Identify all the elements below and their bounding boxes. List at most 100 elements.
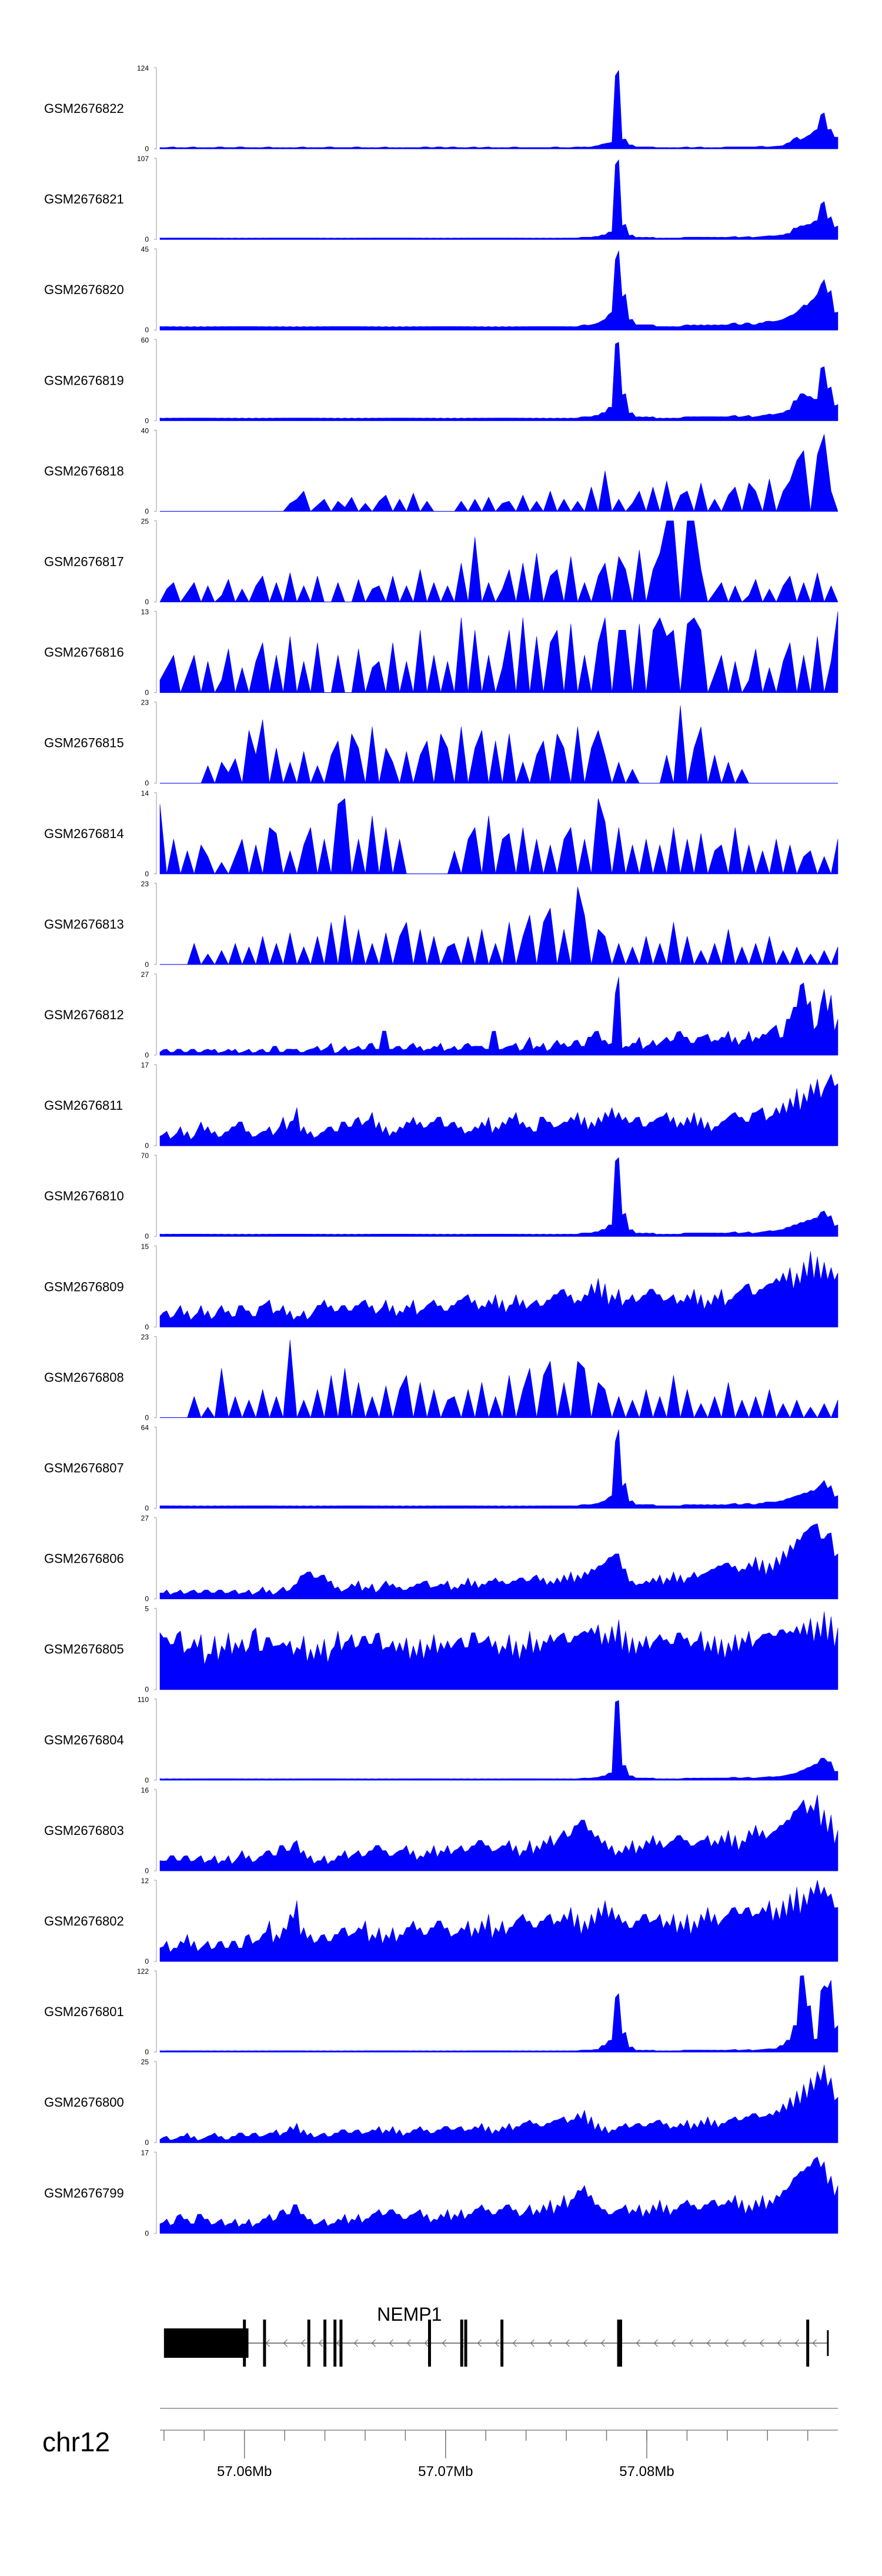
track-ymax-label: 17 [141, 2148, 149, 2157]
track-ymin-label: 0 [145, 145, 149, 153]
strand-arrow [671, 2339, 676, 2347]
strand-arrow [759, 2339, 764, 2347]
track-ymax-label: 45 [141, 245, 149, 253]
track-ymin-label: 0 [145, 960, 149, 969]
strand-arrow [794, 2339, 799, 2347]
genome-axis-track: chr12 57.06Mb 57.07Mb 57.08Mb [42, 2408, 838, 2480]
gene-name-label: NEMP1 [377, 2304, 442, 2325]
track-GSM2676818: GSM2676818 40 0 [44, 426, 838, 515]
strand-arrow [689, 2339, 693, 2347]
track-ymin-label: 0 [145, 2138, 149, 2147]
track-GSM2676810: GSM2676810 70 0 [44, 1152, 838, 1240]
track-ymax-label: 25 [141, 518, 149, 526]
gene-exon [500, 2320, 504, 2367]
track-GSM2676821: GSM2676821 107 0 [44, 155, 838, 243]
gene-exon [619, 2320, 622, 2367]
strand-arrow [495, 2339, 499, 2347]
coverage-area [159, 159, 838, 240]
coverage-area [159, 1794, 838, 1871]
strand-arrow [336, 2339, 340, 2347]
track-ymin-label: 0 [145, 1413, 149, 1422]
axis-tick-label: 57.07Mb [418, 2464, 473, 2480]
track-label: GSM2676813 [44, 917, 124, 932]
track-GSM2676814: GSM2676814 14 0 [44, 789, 838, 878]
track-label: GSM2676820 [44, 282, 124, 297]
coverage-area [159, 1880, 838, 1962]
track-ymin-label: 0 [145, 1323, 149, 1331]
gene-exon [617, 2320, 620, 2367]
track-ymax-label: 13 [141, 608, 149, 616]
track-GSM2676813: GSM2676813 23 0 [44, 880, 838, 969]
track-GSM2676801: GSM2676801 122 0 [44, 1967, 838, 2056]
strand-arrow [283, 2339, 288, 2347]
strand-arrow [442, 2339, 446, 2347]
track-ymin-label: 0 [145, 1867, 149, 1875]
chromosome-label: chr12 [42, 2427, 110, 2457]
track-ymin-label: 0 [145, 2229, 149, 2237]
strand-arrow [353, 2339, 358, 2347]
coverage-area [159, 520, 838, 602]
strand-arrow [424, 2339, 429, 2347]
track-ymax-label: 12 [141, 1877, 149, 1885]
track-label: GSM2676819 [44, 373, 124, 388]
track-ymax-label: 5 [145, 1605, 149, 1613]
coverage-area [159, 1340, 838, 1418]
strand-arrow [583, 2339, 587, 2347]
strand-arrow [477, 2339, 482, 2347]
track-GSM2676819: GSM2676819 60 0 [44, 336, 838, 425]
track-ymin-label: 0 [145, 1957, 149, 1966]
coverage-area [159, 976, 838, 1056]
track-ymax-label: 60 [141, 336, 149, 344]
gene-exon [339, 2320, 343, 2367]
track-ymin-label: 0 [145, 235, 149, 243]
track-label: GSM2676807 [44, 1461, 124, 1476]
coverage-area [159, 1700, 838, 1781]
track-ymax-label: 70 [141, 1152, 149, 1160]
track-label: GSM2676814 [44, 826, 124, 841]
coverage-area [159, 1523, 838, 1599]
strand-arrow [512, 2339, 517, 2347]
coverage-area [159, 1429, 838, 1509]
gene-exon [464, 2320, 467, 2367]
track-ymax-label: 27 [141, 1514, 149, 1523]
track-GSM2676804: GSM2676804 110 0 [44, 1696, 838, 1784]
track-GSM2676799: GSM2676799 17 0 [44, 2148, 838, 2237]
gene-utr-block [163, 2328, 249, 2358]
track-label: GSM2676812 [44, 1007, 124, 1022]
axis-tick-label: 57.06Mb [217, 2464, 272, 2480]
track-label: GSM2676818 [44, 463, 124, 478]
track-GSM2676806: GSM2676806 27 0 [44, 1514, 838, 1603]
track-label: GSM2676806 [44, 1551, 124, 1566]
strand-arrow [300, 2339, 305, 2347]
strand-arrow [530, 2339, 534, 2347]
coverage-area [159, 2157, 838, 2234]
track-ymin-label: 0 [145, 507, 149, 515]
track-ymin-label: 0 [145, 1595, 149, 1603]
track-ymax-label: 27 [141, 970, 149, 979]
track-GSM2676822: GSM2676822 124 0 [44, 64, 838, 153]
track-label: GSM2676803 [44, 1823, 124, 1838]
track-GSM2676812: GSM2676812 27 0 [44, 970, 838, 1059]
track-ymax-label: 23 [141, 1333, 149, 1341]
coverage-area [159, 1975, 838, 2053]
gene-annotation-track: NEMP1 [163, 2304, 829, 2367]
strand-arrow [406, 2339, 411, 2347]
coverage-area [159, 705, 838, 783]
track-ymin-label: 0 [145, 1776, 149, 1784]
coverage-area [159, 2064, 838, 2143]
track-ymax-label: 107 [137, 155, 149, 163]
track-ymax-label: 122 [137, 1967, 149, 1976]
axis-tick-label: 57.08Mb [619, 2464, 674, 2480]
track-label: GSM2676817 [44, 555, 124, 569]
strand-arrow [565, 2339, 570, 2347]
strand-arrow [389, 2339, 393, 2347]
track-label: GSM2676799 [44, 2185, 124, 2200]
track-ymin-label: 0 [145, 416, 149, 425]
track-ymin-label: 0 [145, 326, 149, 334]
gene-exon [323, 2320, 327, 2367]
track-label: GSM2676801 [44, 2004, 124, 2019]
coverage-area [159, 1251, 838, 1327]
gene-exon [333, 2320, 337, 2367]
track-ymax-label: 14 [141, 789, 149, 798]
